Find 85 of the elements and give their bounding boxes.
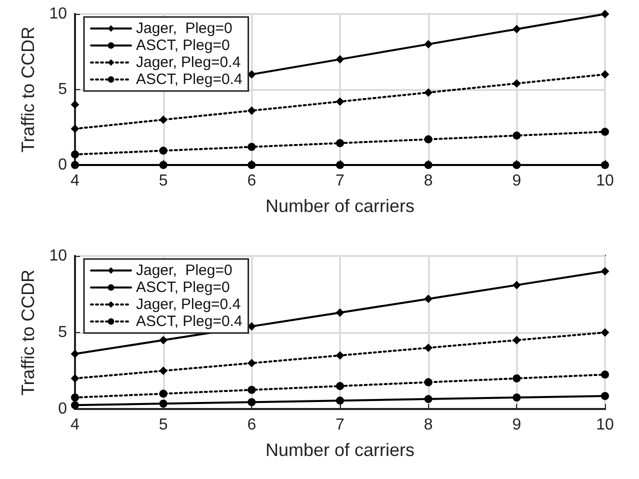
point — [601, 267, 609, 276]
point — [601, 10, 609, 18]
y-axis-title: Traffic to CCDR — [18, 269, 38, 396]
point — [71, 401, 79, 410]
point — [71, 124, 79, 133]
point — [336, 98, 344, 106]
x-tick-label: 10 — [596, 416, 614, 434]
point — [248, 386, 256, 394]
point — [336, 55, 344, 64]
point — [512, 161, 521, 169]
point — [248, 106, 256, 115]
y-axis-title: Traffic to CCDR — [18, 26, 38, 153]
x-tick-label: 10 — [596, 172, 614, 190]
legend-label: ASCT, Pleg=0.4 — [136, 313, 242, 330]
point — [512, 281, 521, 290]
point — [248, 398, 256, 406]
point — [159, 161, 168, 169]
x-tick-label: 8 — [424, 172, 433, 190]
point — [159, 400, 168, 408]
point — [71, 150, 79, 158]
point — [512, 336, 521, 344]
point — [336, 308, 344, 317]
x-tick-label: 4 — [70, 172, 80, 190]
point — [512, 132, 521, 140]
point — [424, 395, 432, 404]
point — [336, 396, 344, 405]
point — [601, 161, 609, 169]
y-tick-label: 10 — [49, 6, 68, 22]
x-tick-label: 5 — [158, 172, 168, 190]
point — [424, 161, 432, 169]
y-tick-label: 5 — [58, 81, 68, 98]
point — [424, 294, 432, 303]
x-tick-label: 4 — [70, 416, 80, 434]
x-tick-label: 9 — [512, 416, 522, 434]
point — [336, 161, 344, 169]
y-tick-label: 0 — [58, 400, 68, 418]
x-axis-title: Number of carriers — [265, 440, 415, 460]
point — [601, 392, 609, 400]
x-tick-label: 6 — [247, 416, 256, 434]
x-axis-title: Number of carriers — [265, 196, 415, 216]
point — [159, 116, 168, 124]
point — [159, 336, 168, 344]
x-tick-label: 8 — [424, 416, 433, 434]
x-tick-label: 7 — [336, 416, 345, 434]
point — [159, 366, 168, 375]
y-tick-label: 10 — [49, 248, 68, 264]
point — [336, 351, 344, 360]
x-tick-label: 7 — [336, 172, 345, 190]
point — [424, 40, 432, 48]
legend-label: Jager, Pleg=0.4 — [136, 296, 241, 313]
point — [512, 79, 521, 88]
point — [159, 390, 168, 398]
legend-label: ASCT, Pleg=0.4 — [136, 71, 242, 88]
point — [424, 378, 432, 386]
legend-label: Jager, Pleg=0.4 — [136, 54, 241, 71]
point — [512, 374, 521, 382]
x-tick-label: 9 — [512, 172, 522, 190]
point — [512, 394, 521, 402]
point — [71, 350, 79, 358]
point — [71, 374, 79, 382]
legend-label: ASCT, Pleg=0 — [136, 37, 230, 54]
x-tick-label: 6 — [247, 172, 256, 190]
legend-label: Jager, Pleg=0 — [136, 262, 232, 279]
point — [424, 135, 432, 144]
point — [336, 382, 344, 390]
point — [601, 328, 609, 336]
point — [512, 25, 521, 34]
point — [248, 161, 256, 169]
point — [248, 359, 256, 368]
y-tick-label: 5 — [58, 324, 68, 341]
legend-label: Jager, Pleg=0 — [136, 20, 232, 37]
point — [601, 370, 609, 379]
point — [424, 88, 432, 97]
point — [71, 100, 79, 109]
point — [159, 146, 168, 155]
point — [601, 70, 609, 78]
point — [336, 139, 344, 148]
point — [248, 142, 256, 151]
point — [424, 344, 432, 352]
x-tick-label: 5 — [158, 416, 168, 434]
point — [601, 128, 609, 136]
legend-label: ASCT, Pleg=0 — [136, 279, 230, 296]
point — [71, 161, 79, 169]
point — [71, 394, 79, 402]
y-tick-label: 0 — [58, 156, 68, 174]
